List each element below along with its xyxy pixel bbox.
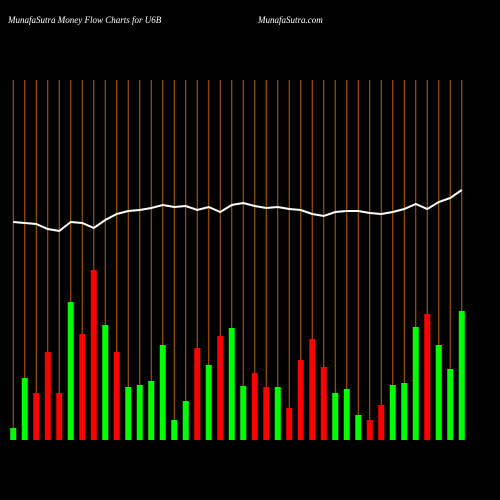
- bar: [102, 325, 109, 440]
- bar: [447, 369, 454, 440]
- bar: [274, 387, 281, 440]
- bar: [10, 428, 17, 440]
- bar: [205, 365, 212, 440]
- bar: [412, 327, 419, 440]
- bar: [56, 393, 63, 440]
- bar: [148, 381, 155, 440]
- bar: [90, 270, 97, 440]
- bar: [182, 401, 189, 440]
- bar: [378, 405, 385, 440]
- bar: [217, 336, 224, 440]
- chart-subtitle: MunafaSutra.com: [257, 15, 323, 25]
- bar: [67, 302, 74, 440]
- bar: [401, 383, 408, 440]
- bar: [125, 387, 132, 440]
- bar: [435, 345, 442, 440]
- bar: [33, 393, 40, 440]
- bar: [113, 352, 120, 440]
- bar: [159, 345, 166, 440]
- bar: [240, 386, 247, 440]
- bar: [286, 408, 293, 440]
- bar: [389, 385, 396, 440]
- chart-title: MunafaSutra Money Flow Charts for U6B: [7, 15, 162, 25]
- bar: [309, 339, 316, 440]
- money-flow-line: [13, 189, 463, 233]
- bar: [424, 314, 431, 440]
- bar: [194, 348, 201, 440]
- bar: [228, 328, 235, 440]
- bar: [171, 420, 178, 440]
- bar: [44, 352, 51, 440]
- bar: [251, 373, 258, 440]
- bar: [366, 420, 373, 440]
- bar: [343, 389, 350, 440]
- bars: [10, 270, 465, 440]
- bar: [355, 415, 362, 440]
- bar: [297, 360, 304, 440]
- bar: [79, 334, 86, 440]
- bar: [21, 378, 28, 440]
- bar: [332, 393, 339, 440]
- bar: [263, 387, 270, 440]
- bar: [320, 367, 327, 440]
- bar: [458, 311, 465, 440]
- bar: [136, 385, 143, 440]
